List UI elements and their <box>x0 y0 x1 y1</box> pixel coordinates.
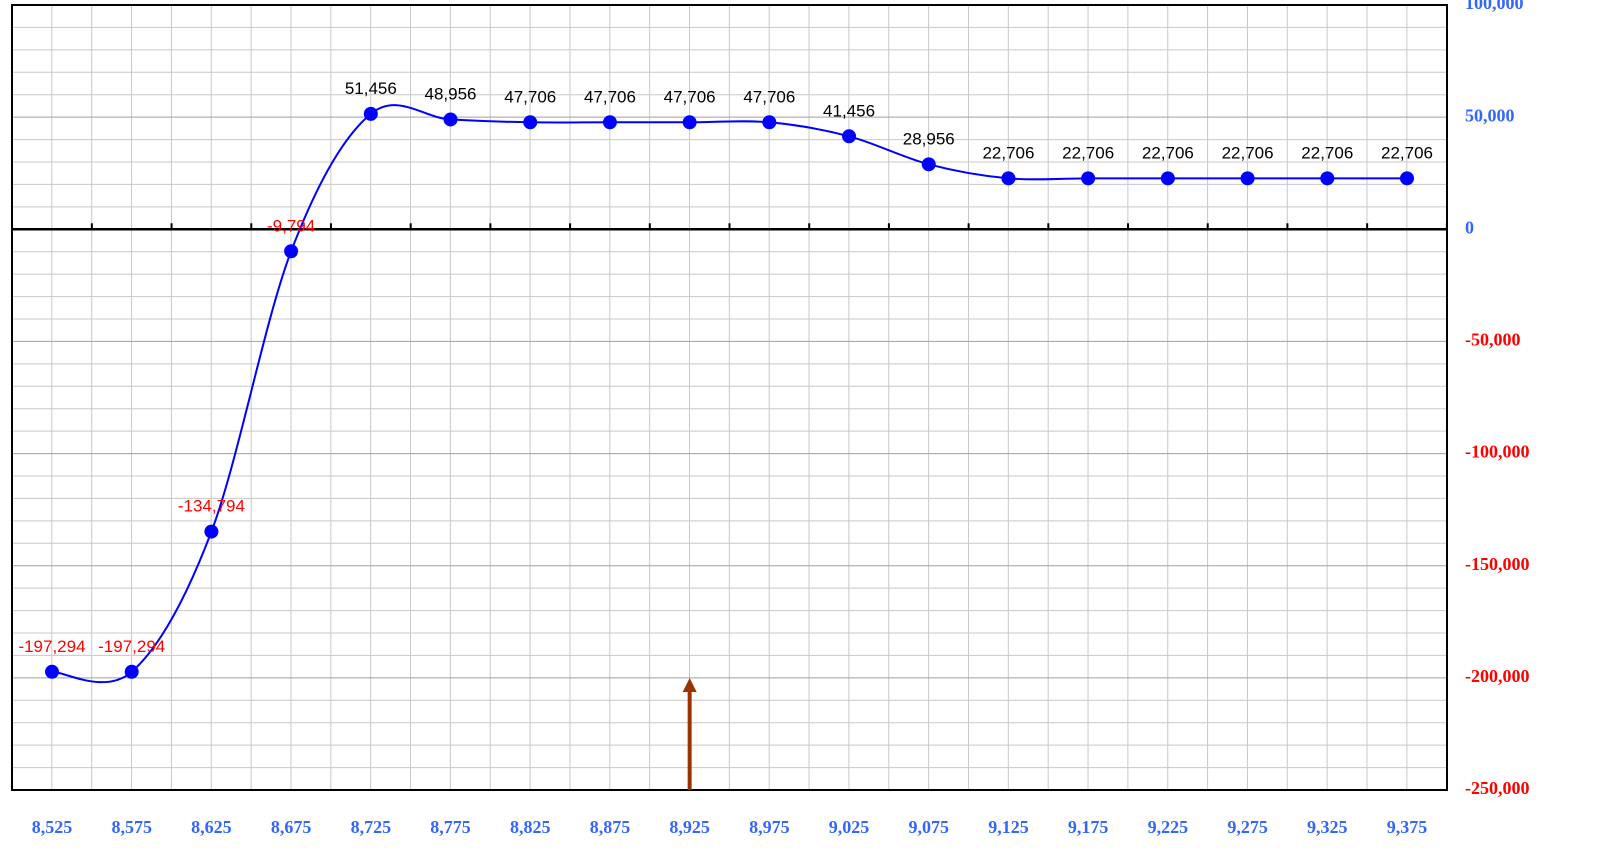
data-label: 22,706 <box>1222 143 1274 162</box>
x-tick-label: 8,775 <box>430 817 471 837</box>
data-label: 47,706 <box>584 87 636 106</box>
data-label: 47,706 <box>664 87 716 106</box>
data-label: 48,956 <box>425 84 477 103</box>
point <box>363 106 378 121</box>
data-label: 22,706 <box>1381 143 1433 162</box>
data-label: 28,956 <box>903 129 955 148</box>
data-label: 22,706 <box>1062 143 1114 162</box>
x-tick-label: 8,875 <box>590 817 631 837</box>
x-tick-label: 8,525 <box>32 817 73 837</box>
point <box>1081 171 1096 186</box>
x-tick-label: 9,325 <box>1307 817 1348 837</box>
data-label: -134,794 <box>178 497 245 516</box>
data-label: 41,456 <box>823 101 875 120</box>
point <box>762 115 777 130</box>
x-tick-label: 8,975 <box>749 817 790 837</box>
point <box>45 664 59 679</box>
plot-frame <box>11 4 1448 791</box>
point <box>842 129 857 144</box>
point <box>284 244 299 259</box>
x-tick-label: 9,075 <box>909 817 950 837</box>
y-tick-label: 100,000 <box>1465 0 1524 13</box>
price-marker-head <box>682 678 697 692</box>
y-tick-label: -150,000 <box>1465 554 1530 574</box>
x-tick-label: 8,825 <box>510 817 551 837</box>
data-label: 22,706 <box>1142 143 1194 162</box>
x-tick-label: 9,125 <box>988 817 1029 837</box>
point <box>1240 171 1255 186</box>
x-tick-label: 9,225 <box>1148 817 1189 837</box>
point <box>1001 171 1016 186</box>
x-tick-label: 9,025 <box>829 817 870 837</box>
y-tick-label: -250,000 <box>1465 778 1530 798</box>
point <box>1400 171 1414 186</box>
y-tick-label: 50,000 <box>1465 105 1515 125</box>
data-label: 47,706 <box>504 87 556 106</box>
data-label: 47,706 <box>743 87 795 106</box>
point <box>443 112 458 127</box>
data-label: -197,294 <box>98 637 165 656</box>
y-tick-label: -100,000 <box>1465 442 1530 462</box>
x-tick-label: 8,625 <box>191 817 232 837</box>
x-tick-label: 9,275 <box>1227 817 1268 837</box>
data-label: 51,456 <box>345 79 397 98</box>
x-tick-label: 8,725 <box>351 817 392 837</box>
data-label: 22,706 <box>1301 143 1353 162</box>
x-tick-label: 8,675 <box>271 817 312 837</box>
y-tick-label: -200,000 <box>1465 666 1530 686</box>
line <box>51 104 1407 684</box>
y-tick-label: 0 <box>1465 217 1474 237</box>
point <box>523 115 538 130</box>
data-label: -197,294 <box>18 637 85 656</box>
point <box>1160 171 1175 186</box>
x-tick-label: 8,925 <box>669 817 710 837</box>
point <box>921 157 936 172</box>
x-tick-label: 9,175 <box>1068 817 1109 837</box>
y-tick-label: -50,000 <box>1465 330 1521 350</box>
data-label: 22,706 <box>982 143 1034 162</box>
point <box>124 664 139 679</box>
point <box>602 115 617 130</box>
grid <box>11 5 1448 790</box>
point <box>1320 171 1335 186</box>
x-tick-label: 9,375 <box>1387 817 1428 837</box>
x-tick-label: 8,575 <box>111 817 152 837</box>
point <box>682 115 697 130</box>
data-label: -9,794 <box>267 216 315 235</box>
point <box>204 524 219 539</box>
